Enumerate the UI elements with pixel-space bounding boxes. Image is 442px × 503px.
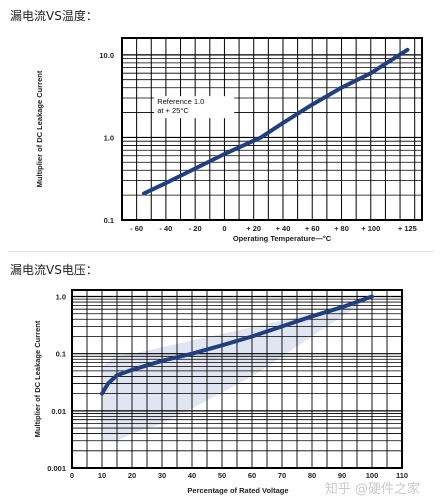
y-tick-label: 1.0: [104, 133, 114, 142]
x-tick-label: 60: [248, 471, 256, 480]
x-tick-label: + 20: [246, 224, 261, 233]
x-tick-label: 30: [158, 471, 166, 480]
x-tick-label: 0: [70, 471, 74, 480]
x-tick-label: + 60: [305, 224, 320, 233]
series-line: [142, 47, 410, 196]
x-tick-label: + 40: [276, 224, 291, 233]
y-tick-label: 1.0: [56, 293, 66, 302]
y-axis-title: Multiplier of DC Leakage Current: [33, 320, 42, 437]
y-tick-label: 10.0: [99, 51, 114, 60]
x-tick-label: - 40: [159, 224, 172, 233]
annotation-text: at + 25°C: [157, 106, 189, 115]
y-tick-label: 0.1: [56, 350, 66, 359]
x-tick-label: 80: [308, 471, 316, 480]
x-tick-label: 90: [338, 471, 346, 480]
y-axis-title: Multiplier of DC Leakage Current: [35, 70, 44, 187]
annotation-box: [154, 96, 235, 119]
x-tick-label: + 125: [398, 224, 417, 233]
plot-frame: [121, 37, 423, 221]
x-tick-label: 40: [188, 471, 196, 480]
x-tick-label: 0: [222, 224, 226, 233]
y-tick-label: 0.01: [51, 407, 66, 416]
x-tick-label: 110: [396, 471, 408, 480]
y-tick-label: 0.001: [47, 464, 66, 473]
x-axis-title: Operating Temperature—°C: [233, 234, 332, 243]
x-tick-label: 100: [366, 471, 379, 480]
x-tick-label: 50: [218, 471, 226, 480]
x-tick-label: - 60: [130, 224, 143, 233]
watermark: 知乎 @硬件之家: [324, 482, 420, 497]
annotation-text: Reference 1.0: [157, 97, 204, 106]
heading-temp: 漏电流VS温度：: [10, 9, 98, 23]
chart-leakage-vs-temperature: Reference 1.0at + 25°C 0.1 1.0 10.0 - 60 - 40…: [35, 37, 423, 243]
series-line: [100, 294, 374, 396]
y-tick-label: 0.1: [104, 216, 114, 225]
x-tick-label: 70: [278, 471, 286, 480]
x-tick-label: + 80: [334, 224, 349, 233]
x-tick-label: + 100: [361, 224, 380, 233]
divider: [8, 251, 434, 252]
x-tick-label: - 20: [189, 224, 202, 233]
x-tick-label: 10: [98, 471, 106, 480]
plot-frame: [71, 289, 403, 469]
heading-voltage: 漏电流VS电压：: [10, 263, 98, 277]
x-tick-label: 20: [128, 471, 136, 480]
x-axis-title: Percentage of Rated Voltage: [187, 486, 288, 495]
